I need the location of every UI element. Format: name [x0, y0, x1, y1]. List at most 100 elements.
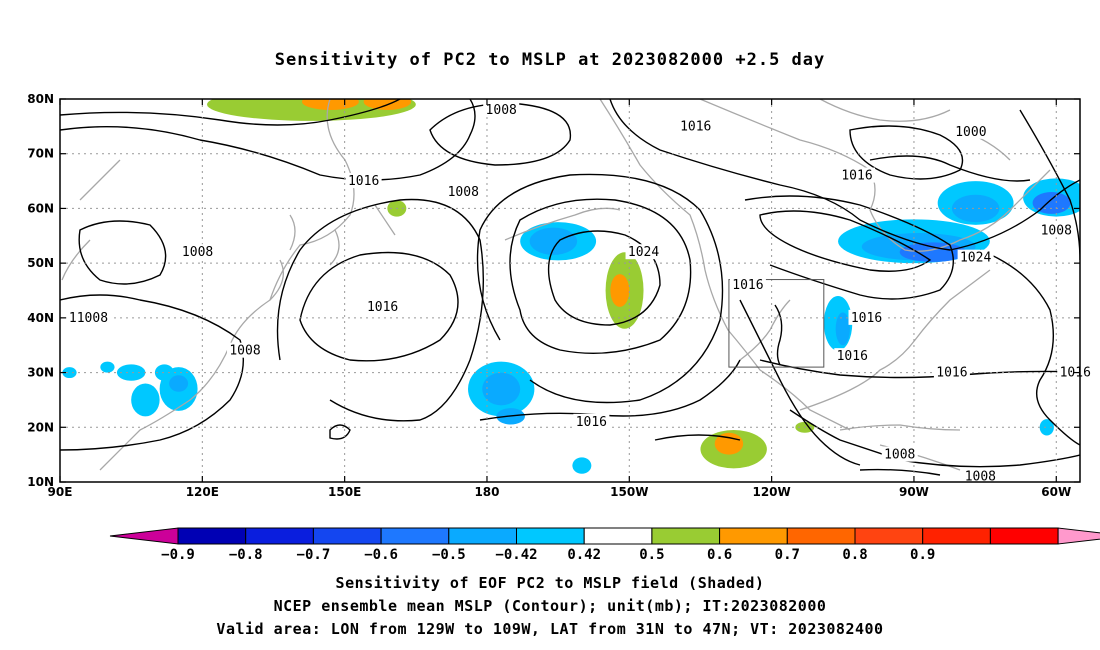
colorbar-arrow-max	[1057, 527, 1100, 545]
lat-tick-label: 60N	[27, 201, 54, 215]
shaded-region	[482, 372, 521, 406]
caption-contour: NCEP ensemble mean MSLP (Contour); unit(…	[273, 597, 827, 615]
colorbar-label: 0.6	[707, 547, 732, 563]
shaded-region	[572, 457, 592, 474]
contour-label: 1024	[628, 245, 659, 260]
caption-shading: Sensitivity of EOF PC2 to MSLP field (Sh…	[335, 574, 765, 592]
mslp-contour-layer	[60, 99, 1080, 476]
contour-label: 1016	[732, 278, 763, 293]
lon-tick-label: 90E	[48, 485, 73, 499]
lat-lon-grid	[60, 99, 1080, 482]
contour-label-bg	[677, 118, 714, 134]
colorbar-bin	[786, 527, 856, 545]
contour-label: 1008	[965, 470, 996, 485]
lon-tick-label: 90W	[899, 485, 929, 499]
colorbar-label: 0.5	[639, 547, 664, 563]
lat-tick-label: 80N	[27, 92, 54, 106]
shaded-region	[714, 432, 744, 455]
colorbar-label: −0.42	[495, 547, 537, 563]
colorbar-bin	[380, 527, 450, 545]
caption-valid-area: Valid area: LON from 129W to 109W, LAT f…	[216, 620, 884, 638]
colorbar-bin	[583, 527, 653, 545]
lat-tick-label: 50N	[27, 256, 54, 270]
contour-label: 1008	[1041, 223, 1072, 238]
lon-tick-label: 60W	[1041, 485, 1071, 499]
shaded-region	[169, 375, 189, 392]
lat-tick-label: 40N	[27, 311, 54, 325]
contour-label: 1008	[229, 344, 260, 359]
shaded-region	[62, 367, 77, 379]
contour-label: 1008	[182, 245, 213, 260]
lat-tick-label: 10N	[27, 475, 54, 489]
contour-label: 1016	[851, 311, 882, 326]
contour-label: 11008	[69, 311, 108, 326]
contour-label-bg	[573, 413, 610, 429]
colorbar-bin	[516, 527, 585, 545]
contour-label-bg	[1038, 222, 1075, 238]
shaded-region	[116, 364, 146, 381]
contour-label: 1016	[680, 119, 711, 134]
colorbar-label: −0.6	[364, 547, 398, 563]
contour-label: 1016	[837, 349, 868, 364]
colorbar-bin	[922, 527, 991, 545]
lat-tick-label: 20N	[27, 420, 54, 434]
colorbar-label: −0.9	[161, 547, 195, 563]
colorbar-label: −0.7	[297, 547, 331, 563]
contour-label-bg	[933, 364, 970, 380]
contour-label-bg	[962, 468, 999, 484]
contour-label-bg	[834, 348, 871, 364]
colorbar-label: 0.8	[842, 547, 867, 563]
shaded-region	[529, 227, 578, 255]
lon-tick-label: 150W	[610, 485, 648, 499]
coastline-layer	[61, 99, 1051, 471]
lon-tick-label: 150E	[328, 485, 361, 499]
colorbar-bin	[177, 527, 247, 545]
colorbar-bin	[245, 527, 314, 545]
shaded-region	[610, 274, 630, 307]
colorbar-label: 0.42	[567, 547, 601, 563]
colorbar: −0.9 −0.8 −0.7 −0.6 −0.5 −0.42 0.42 0.5 0.6 0.7 0.…	[109, 527, 1100, 563]
colorbar-bin	[854, 527, 924, 545]
contour-label-bg	[952, 123, 989, 139]
contour-label-bg	[227, 342, 264, 358]
contour-label: 1016	[576, 415, 607, 430]
lat-tick-label: 70N	[27, 147, 54, 161]
valid-area-box	[728, 279, 825, 368]
colorbar-bin	[651, 527, 721, 545]
colorbar-label: 0.7	[775, 547, 800, 563]
contour-label: 1024	[960, 251, 991, 266]
contour-label-bg	[625, 244, 662, 260]
colorbar-bin	[719, 527, 788, 545]
colorbar-bin	[312, 527, 382, 545]
colorbar-label: 0.9	[910, 547, 935, 563]
chart-title: Sensitivity of PC2 to MSLP at 2023082000…	[274, 50, 826, 70]
contour-label-bg	[848, 309, 885, 325]
lon-tick-label: 180	[474, 485, 499, 499]
shaded-region	[301, 99, 359, 110]
lon-tick-label: 120W	[752, 485, 790, 499]
lat-tick-label: 30N	[27, 366, 54, 380]
contour-label-bg	[839, 167, 876, 183]
colorbar-label: −0.5	[432, 547, 466, 563]
contour-label-bg	[179, 244, 216, 260]
shaded-region	[154, 364, 174, 381]
contour-label-bg	[957, 249, 994, 265]
contour-label: 1016	[367, 300, 398, 315]
shaded-region	[100, 361, 115, 373]
contour-label: 1008	[884, 448, 915, 463]
lon-tick-label: 120E	[186, 485, 219, 499]
shaded-region	[899, 242, 967, 263]
contour-label: 1000	[955, 125, 986, 140]
contour-label-bg	[445, 184, 482, 200]
contour-label-bg	[483, 101, 520, 117]
contour-label: 1008	[486, 103, 517, 118]
shaded-region	[1039, 419, 1054, 436]
shaded-region	[131, 383, 160, 417]
contour-label-bg	[345, 173, 382, 189]
shaded-region	[835, 312, 850, 346]
contour-label: 1016	[348, 174, 379, 189]
contour-label-bg	[881, 446, 918, 462]
contour-labels: 1008 1016 1000 1016 1008 1016 1008 1008 1024 1024…	[66, 101, 1094, 485]
